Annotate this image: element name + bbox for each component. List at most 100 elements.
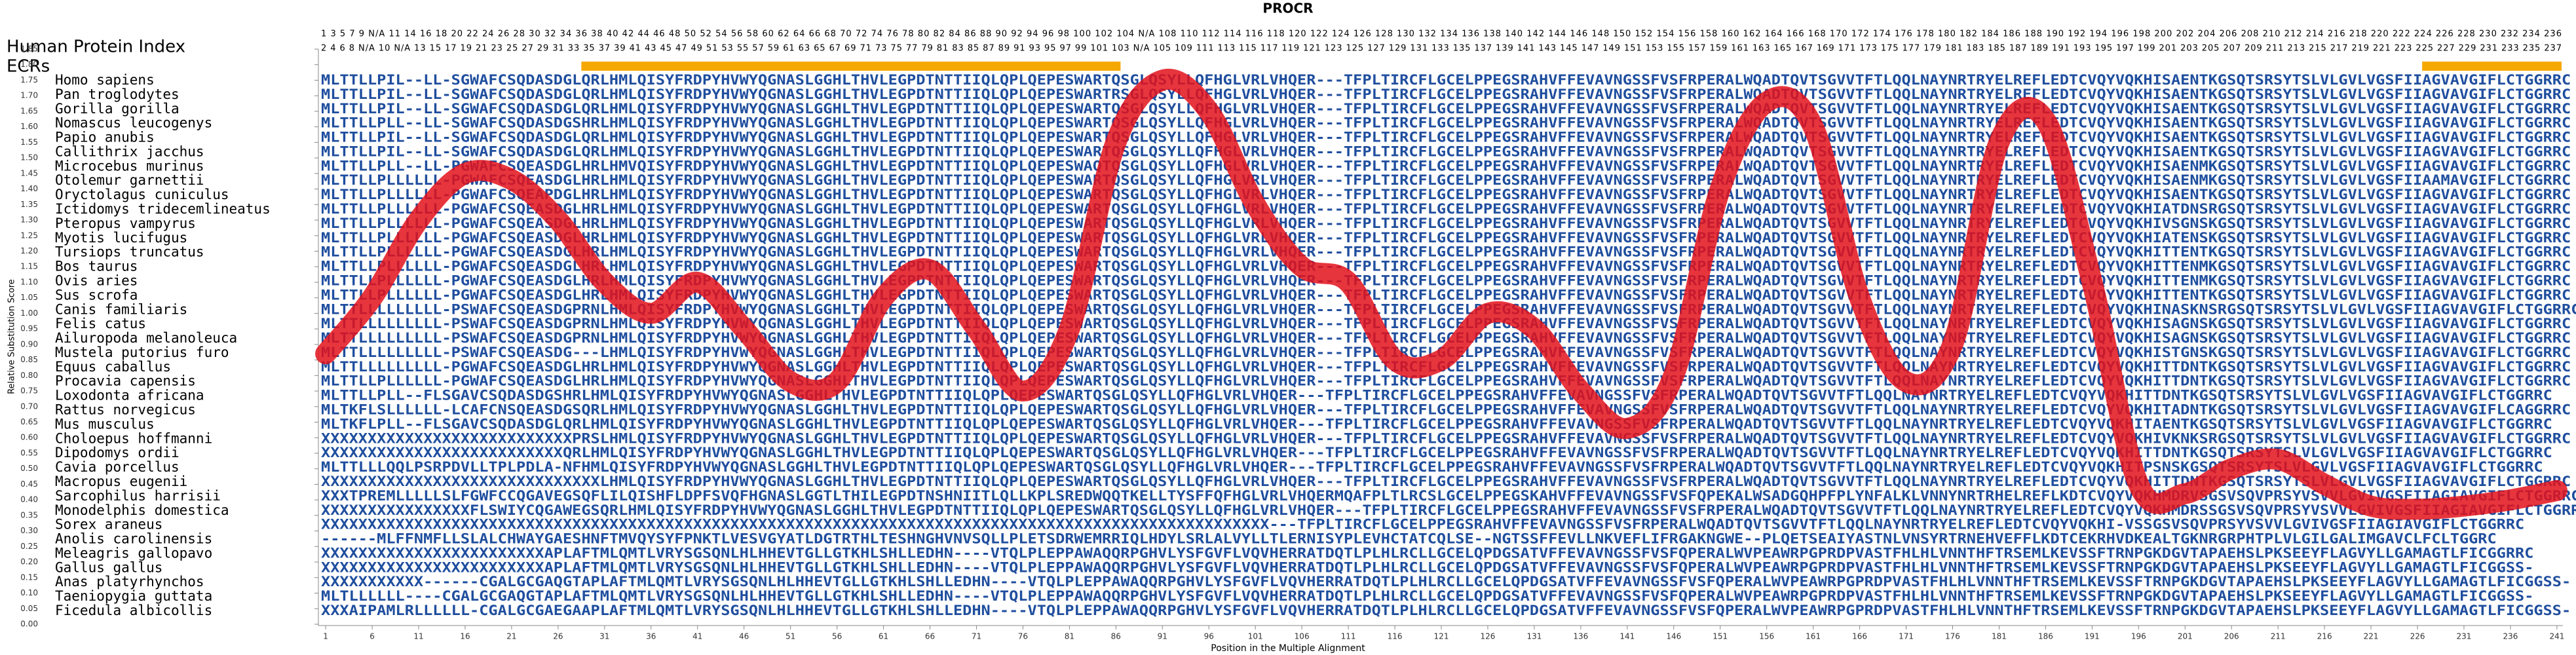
- y-tick-label: 1.05: [20, 293, 38, 302]
- x-tick-label: 196: [2131, 632, 2146, 641]
- x-tick-label: 51: [786, 632, 795, 641]
- species-label: Anolis carolinensis: [55, 531, 212, 547]
- position-row: 1 3 5 7 9 N/A 11 14 16 18 20 22 24 26 28…: [321, 29, 2562, 39]
- x-tick-label: 241: [2549, 632, 2564, 641]
- y-tick-label: 1.10: [20, 277, 38, 286]
- y-tick-label: 0.80: [20, 371, 38, 380]
- y-axis-title: Relative Substitution Score: [7, 279, 17, 394]
- y-tick-label: 0.60: [20, 433, 38, 442]
- x-tick-label: 21: [506, 632, 516, 641]
- x-tick-label: 56: [832, 632, 842, 641]
- sequence: XXXXXXXXXXXXXXXXXXXXXXXXAPLAFTMLQMTLVRYS…: [321, 545, 2533, 561]
- y-tick-label: 0.05: [20, 604, 38, 613]
- sequence: MLTKFLPLL--FLSGAVCSQDASDGLQRLHMLQISYFRDP…: [321, 416, 2552, 432]
- x-tick-label: 226: [2410, 632, 2425, 641]
- ecr-bar: [2422, 62, 2562, 71]
- sequence: XXXXXXXXXXX------CGALGCGAQGTAPLAFTMLQMTL…: [321, 574, 2571, 590]
- x-tick-label: 11: [413, 632, 423, 641]
- score-curve: [315, 69, 2567, 520]
- sequence: MLTTLLPLLLLLL-PGWAFCSQEASDGLHRLHMLQISYFR…: [321, 244, 2571, 260]
- y-tick-label: 1.35: [20, 200, 38, 209]
- species-label: Cavia porcellus: [55, 459, 180, 475]
- sequence: MLTTLLPLLLLLL-PGWAFCSQEASDGLHRLHMLQISYFR…: [321, 172, 2571, 188]
- y-tick-label: 0.10: [20, 588, 38, 597]
- species-label: Tursiops truncatus: [55, 244, 204, 260]
- x-tick-label: 101: [1248, 632, 1263, 641]
- species-label: Pan troglodytes: [55, 86, 180, 102]
- sequence: MLTTLLPLLLLLL-PGWAFCSQEAPDGLHRLHMLQISYFR…: [321, 187, 2571, 202]
- sequence: ------MLFFNMFLLSLALCHWAYGAESHNFTMVQYSYFP…: [321, 531, 2497, 547]
- y-tick-label: 0.95: [20, 324, 38, 333]
- sequence: MLTTLLPIL--LL-SGWAFCSQDASDGLQRLHMLQISYFR…: [321, 143, 2571, 159]
- species-label: Loxodonta africana: [55, 388, 204, 403]
- y-tick-label: 0.20: [20, 557, 38, 567]
- sequence: XXXXXXXXXXXXXXXXXXXXXXXXAPLAFTMLQMTLVRYS…: [321, 559, 2533, 575]
- x-axis-title: Position in the Multiple Alignment: [1211, 643, 1365, 654]
- index-label: Human Protein Index: [7, 37, 185, 57]
- y-tick-label: 1.60: [20, 122, 38, 131]
- x-tick-label: 61: [879, 632, 888, 641]
- species-label: Ailuropoda melanoleuca: [55, 330, 237, 346]
- species-label: Bos taurus: [55, 259, 138, 274]
- y-tick-label: 1.80: [20, 60, 38, 69]
- sequence: MLTTLLPIL--LL-SGWAFCSQDASDGLQRLHMLQISYFR…: [321, 72, 2571, 88]
- species-label: Dipodomys ordii: [55, 445, 180, 460]
- x-tick-label: 156: [1759, 632, 1774, 641]
- x-tick-label: 96: [1204, 632, 1214, 641]
- y-tick-label: 1.65: [20, 106, 38, 115]
- species-label: Pteropus vampyrus: [55, 215, 196, 231]
- sequence: XXXAIPAMLRLLLLLL-CGALGCGAEGAAPLAFTMLQMTL…: [321, 603, 2571, 618]
- sequence: MLTTLLPLLLLLL-PGWAFCSQEASDGLHRLHMLQISYFR…: [321, 272, 2571, 288]
- species-label: Ficedula albicollis: [55, 603, 212, 618]
- sequence: MLTTLLPLLLLLL-PGWAFCSQEASDGLHRLHMLQISYFR…: [321, 259, 2571, 274]
- sequence: XXXXXXXXXXXXXXXXXXXXXXXXXXXPRSLHMLQISYFR…: [321, 430, 2571, 446]
- species-label: Myotis lucifugus: [55, 230, 187, 246]
- y-tick-label: 1.25: [20, 231, 38, 240]
- y-tick-label: 0.70: [20, 402, 38, 411]
- species-label: Anas platyrhynchos: [55, 574, 204, 590]
- x-tick-label: 211: [2271, 632, 2286, 641]
- y-tick-label: 1.30: [20, 215, 38, 225]
- sequence: XXXXXXXXXXXXXXXXFLSWIYCQGAWEGSQRLHMLQISY…: [321, 502, 2576, 518]
- y-tick-label: 0.25: [20, 542, 38, 551]
- x-tick-label: 81: [1065, 632, 1074, 641]
- species-label: Homo sapiens: [55, 72, 155, 88]
- x-tick-label: 1: [323, 632, 328, 641]
- ecr-label: ECRs: [7, 57, 50, 77]
- species-label: Oryctolagus cuniculus: [55, 187, 229, 202]
- x-tick-label: 176: [1945, 632, 1960, 641]
- y-tick-label: 1.15: [20, 262, 38, 271]
- sequence: MLTTLLPIL--LL-SGWAFCSQDASDGLQRLHMLQISYFR…: [321, 130, 2571, 145]
- species-label: Rattus norvegicus: [55, 402, 196, 418]
- sequence: XXXXXXXXXXXXXXXXXXXXXXXXXXXXXXXXXXXXXXXX…: [321, 517, 2524, 533]
- x-tick-label: 6: [369, 632, 375, 641]
- x-tick-label: 116: [1388, 632, 1403, 641]
- species-label: Macropus eugenii: [55, 474, 187, 489]
- x-tick-label: 131: [1526, 632, 1542, 641]
- x-tick-label: 71: [972, 632, 981, 641]
- y-tick-label: 0.35: [20, 510, 38, 519]
- species-label: Papio anubis: [55, 130, 155, 145]
- species-label: Microcebus murinus: [55, 158, 204, 174]
- y-tick-label: 1.55: [20, 138, 38, 147]
- y-tick-label: 0.15: [20, 572, 38, 582]
- species-label: Nomascus leucogenys: [55, 115, 212, 131]
- sequence: XXXTPREMLLLLLSLFGWFCCQGAVEGSQFLILQISHFLD…: [321, 488, 2576, 504]
- y-tick-label: 1.45: [20, 168, 38, 178]
- y-tick-label: 0.00: [20, 620, 38, 629]
- position-row: 2 4 6 8 N/A 10 N/A 13 15 17 19 21 23 25 …: [321, 44, 2562, 54]
- x-tick-label: 136: [1573, 632, 1588, 641]
- sequence: MLTTLLPLLLLLL-PGWAFCSQEASDGLHRLHMLQISYFR…: [321, 373, 2571, 389]
- species-label: Meleagris gallopavo: [55, 545, 212, 561]
- species-label: Sarcophilus harrisii: [55, 488, 221, 504]
- x-tick-label: 46: [739, 632, 749, 641]
- y-tick-label: 0.45: [20, 479, 38, 489]
- sequence: MLTTLLPLL--LL-SGWAFCSQDASDGSHRLHMLQISYFR…: [321, 115, 2571, 131]
- chart-title: PROCR: [1262, 1, 1313, 16]
- sequence: XXXXXXXXXXXXXXXXXXXXXXXXXXQRLHMLQISYFRDP…: [321, 445, 2552, 460]
- y-tick-label: 1.00: [20, 309, 38, 318]
- y-tick-label: 0.75: [20, 386, 38, 396]
- x-tick-label: 31: [599, 632, 609, 641]
- x-tick-label: 66: [925, 632, 935, 641]
- x-tick-label: 151: [1713, 632, 1728, 641]
